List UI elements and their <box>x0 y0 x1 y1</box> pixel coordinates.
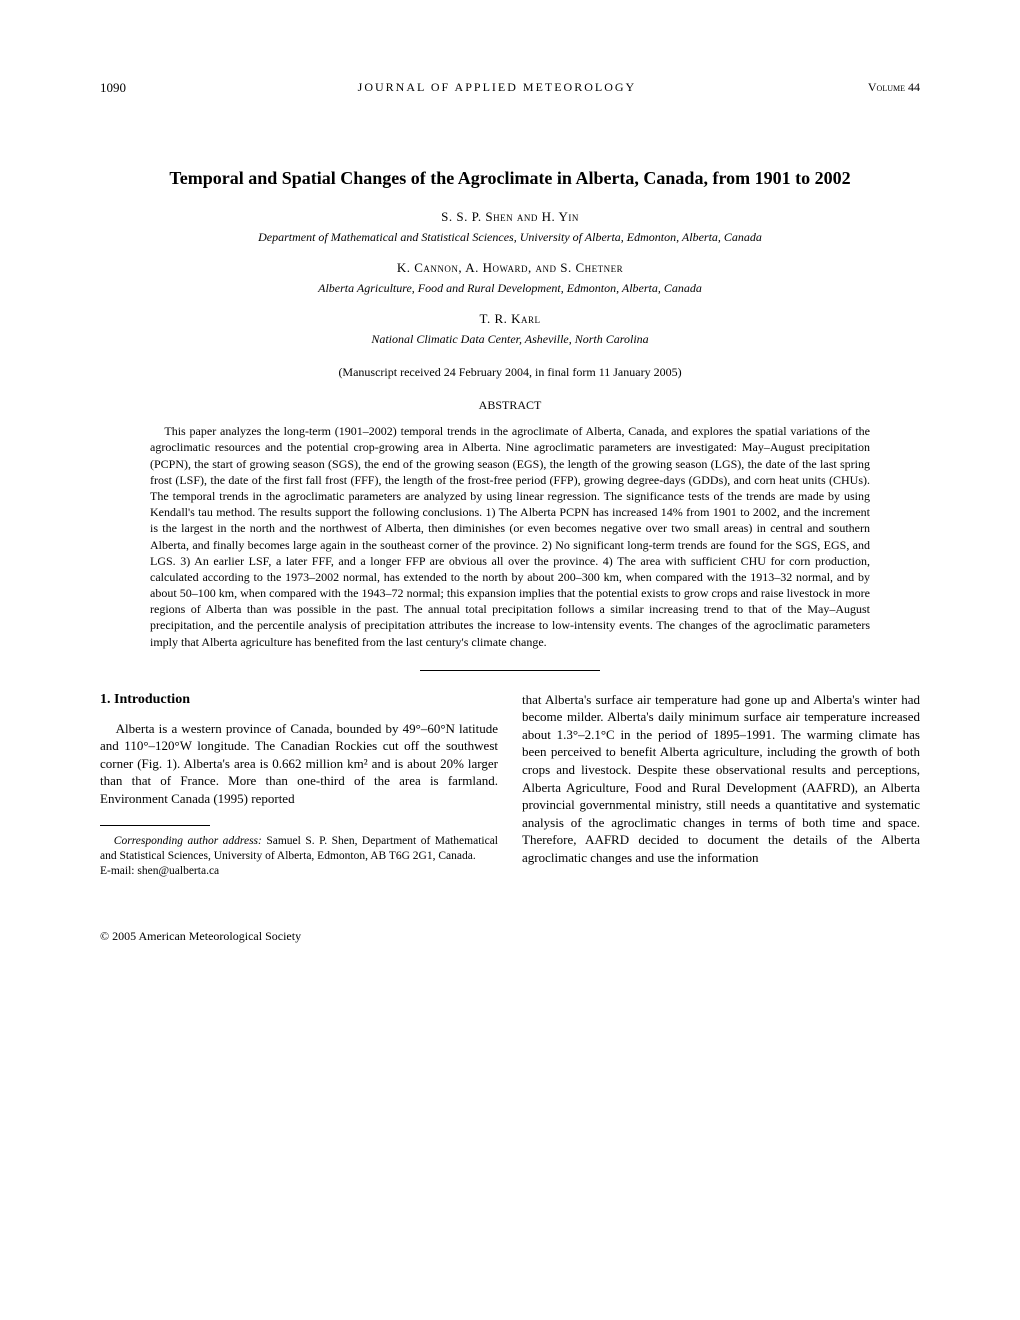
abstract-text: This paper analyzes the long-term (1901–… <box>150 423 870 650</box>
footnote-divider <box>100 825 210 826</box>
body-columns: 1. Introduction Alberta is a western pro… <box>100 691 920 879</box>
footnote-address-label: Corresponding author address: <box>114 835 262 847</box>
corresponding-author-footnote: Corresponding author address: Samuel S. … <box>100 834 498 879</box>
volume-label: Volume 44 <box>868 80 920 96</box>
paper-title: Temporal and Spatial Changes of the Agro… <box>100 166 920 191</box>
abstract-heading: ABSTRACT <box>100 398 920 413</box>
manuscript-info: (Manuscript received 24 February 2004, i… <box>100 365 920 380</box>
paper-page: 1090 JOURNAL OF APPLIED METEOROLOGY Volu… <box>0 0 1020 1004</box>
footnote-email: E-mail: shen@ualberta.ca <box>100 864 498 879</box>
section-divider <box>420 670 600 671</box>
affiliation-3: National Climatic Data Center, Asheville… <box>100 332 920 347</box>
author-block-3: T. R. Karl National Climatic Data Center… <box>100 311 920 347</box>
copyright-notice: © 2005 American Meteorological Society <box>100 929 920 944</box>
right-column: that Alberta's surface air temperature h… <box>522 691 920 879</box>
section-heading-introduction: 1. Introduction <box>100 691 498 710</box>
authors-3: T. R. Karl <box>100 311 920 327</box>
footnote-address: Corresponding author address: Samuel S. … <box>100 834 498 864</box>
left-column: 1. Introduction Alberta is a western pro… <box>100 691 498 879</box>
affiliation-1: Department of Mathematical and Statistic… <box>100 230 920 245</box>
intro-paragraph-right: that Alberta's surface air temperature h… <box>522 691 920 866</box>
page-number: 1090 <box>100 80 126 96</box>
authors-1: S. S. P. Shen and H. Yin <box>100 209 920 225</box>
intro-paragraph-left: Alberta is a western province of Canada,… <box>100 720 498 808</box>
page-header: 1090 JOURNAL OF APPLIED METEOROLOGY Volu… <box>100 80 920 96</box>
author-block-1: S. S. P. Shen and H. Yin Department of M… <box>100 209 920 245</box>
journal-name: JOURNAL OF APPLIED METEOROLOGY <box>358 80 637 96</box>
author-block-2: K. Cannon, A. Howard, and S. Chetner Alb… <box>100 260 920 296</box>
affiliation-2: Alberta Agriculture, Food and Rural Deve… <box>100 281 920 296</box>
authors-2: K. Cannon, A. Howard, and S. Chetner <box>100 260 920 276</box>
